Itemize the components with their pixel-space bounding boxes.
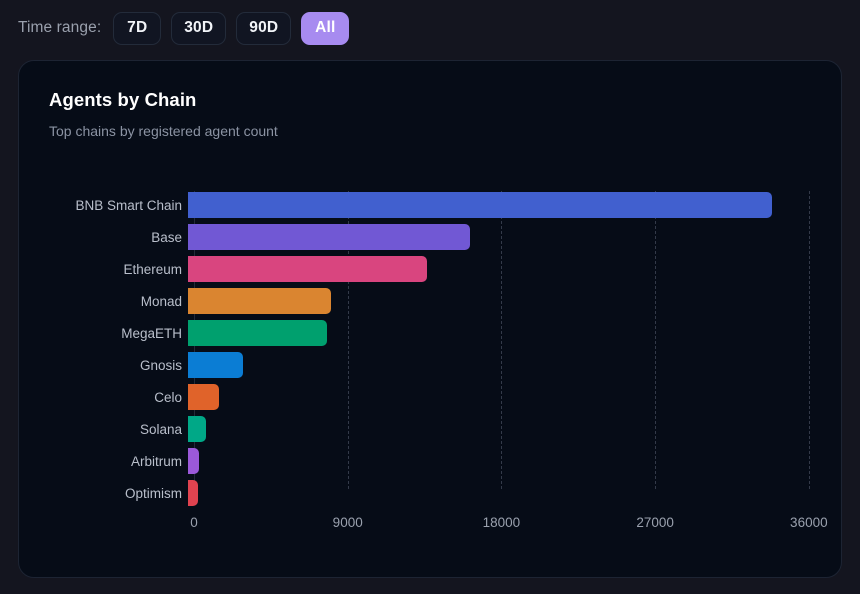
bar-category-label: Solana: [139, 421, 182, 437]
card-title: Agents by Chain: [49, 89, 197, 110]
bar-optimism[interactable]: [188, 480, 198, 506]
bar-track: [188, 221, 843, 253]
time-range-option-90d[interactable]: 90D: [236, 11, 292, 45]
bar-category-label: Gnosis: [139, 357, 182, 373]
bar-row: Gnosis: [49, 349, 843, 381]
bar-category-label: Monad: [140, 293, 182, 309]
plot-area: BNB Smart Chain Base Ethereum Monad MegaETH G…: [49, 189, 843, 509]
bar-row: MegaETH: [49, 317, 843, 349]
gridline-9000: [347, 191, 349, 489]
bar-solana[interactable]: [188, 416, 206, 442]
bar-track: [188, 445, 843, 477]
bar-track: [188, 413, 843, 445]
bar-track: [188, 285, 843, 317]
x-tick-label: 27000: [636, 515, 674, 530]
agents-by-chain-card: Agents by Chain Top chains by registered…: [18, 60, 842, 578]
bar-ethereum[interactable]: [188, 256, 428, 282]
card-subtitle: Top chains by registered agent count: [49, 123, 278, 139]
bar-track: [188, 253, 843, 285]
bar-category-label: Base: [151, 229, 182, 245]
bar-track: [188, 477, 843, 509]
bar-category-label: Optimism: [125, 485, 182, 501]
time-range-toolbar: Time range: 7D 30D 90D All: [0, 0, 860, 48]
agents-by-chain-chart: BNB Smart Chain Base Ethereum Monad MegaETH G…: [49, 189, 843, 549]
bar-gnosis[interactable]: [188, 352, 243, 378]
gridline-18000: [501, 191, 503, 489]
bar-category-label: MegaETH: [121, 325, 182, 341]
time-range-label: Time range:: [18, 19, 102, 36]
x-tick-label: 18000: [482, 515, 521, 530]
bar-row: Celo: [49, 381, 843, 413]
bar-track: [188, 349, 843, 381]
x-tick-label: 9000: [332, 515, 363, 530]
bar-row: BNB Smart Chain: [49, 189, 843, 221]
bar-track: [188, 381, 843, 413]
bar-track: [188, 317, 843, 349]
time-range-option-all[interactable]: All: [301, 11, 350, 45]
bar-track: [188, 189, 843, 221]
bar-category-label: Ethereum: [123, 261, 182, 277]
bar-row: Optimism: [49, 477, 843, 509]
bar-category-label: Celo: [154, 389, 182, 405]
bar-celo[interactable]: [188, 384, 220, 410]
bar-category-label: BNB Smart Chain: [75, 197, 182, 213]
x-tick-label: 36000: [790, 515, 828, 530]
bar-arbitrum[interactable]: [188, 448, 199, 474]
bar-row: Solana: [49, 413, 843, 445]
bar-monad[interactable]: [188, 288, 332, 314]
bar-bnb-smart-chain[interactable]: [188, 192, 773, 218]
bar-row: Monad: [49, 285, 843, 317]
bar-megaeth[interactable]: [188, 320, 328, 346]
time-range-option-30d[interactable]: 30D: [171, 11, 227, 45]
bar-row: Arbitrum: [49, 445, 843, 477]
bar-row: Base: [49, 221, 843, 253]
gridline-36000: [808, 191, 810, 489]
bar-rows: BNB Smart Chain Base Ethereum Monad MegaETH G…: [49, 189, 843, 509]
bar-base[interactable]: [188, 224, 470, 250]
time-range-option-7d[interactable]: 7D: [113, 11, 162, 45]
x-tick-label: 0: [190, 515, 198, 530]
x-axis: 0 9000 18000 27000 36000: [49, 507, 843, 537]
bar-row: Ethereum: [49, 253, 843, 285]
gridline-27000: [655, 191, 657, 489]
bar-category-label: Arbitrum: [130, 453, 182, 469]
